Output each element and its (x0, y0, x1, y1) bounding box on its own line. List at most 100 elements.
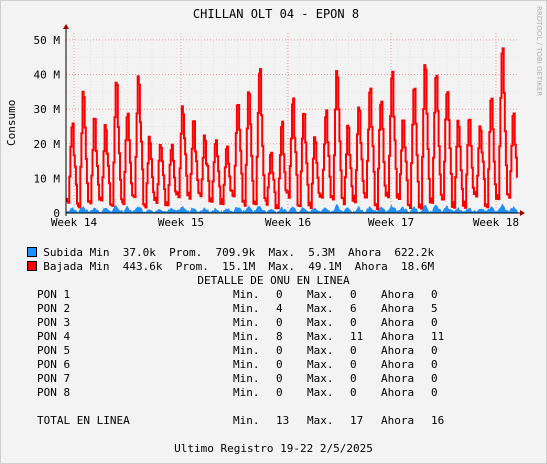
pon-row: PON 8 Min. 0 Max. 0 Ahora 0 (0, 386, 547, 400)
x-tick-label: Week 17 (368, 216, 414, 229)
bajada-ahora-label: Ahora (354, 260, 388, 273)
pon-row: PON 1 Min. 0 Max. 0 Ahora 0 (0, 288, 547, 302)
min-label: Min. (233, 288, 260, 301)
pon-name: PON 8 (37, 386, 71, 399)
min-label: Min. (233, 358, 260, 371)
bajada-label: Bajada (43, 260, 83, 273)
max-label: Max. (307, 372, 334, 385)
pon-name: PON 4 (37, 330, 71, 343)
max-value: 11 (350, 330, 364, 343)
ahora-label: Ahora (381, 316, 415, 329)
ahora-label: Ahora (381, 386, 415, 399)
bajada-max-label: Max. (268, 260, 296, 273)
pon-name: PON 1 (37, 288, 71, 301)
y-tick-label: 40 M (34, 69, 61, 82)
max-label: Max. (307, 288, 334, 301)
subida-ahora-value: 622.2k (394, 246, 435, 259)
ahora-label: Ahora (381, 288, 415, 301)
detail-title: DETALLE DE ONU EN LINEA (197, 274, 350, 287)
subida-area (66, 203, 518, 213)
min-value: 0 (276, 358, 283, 371)
max-value: 0 (350, 372, 357, 385)
x-tick-label: Week 14 (51, 216, 98, 229)
min-value: 4 (276, 302, 283, 315)
max-value: 17 (350, 414, 364, 427)
legend-subida: Subida Min 37.0k Prom. 709.9k Max. 5.3M … (14, 232, 434, 259)
ahora-value: 0 (431, 386, 438, 399)
subida-label: Subida (43, 246, 83, 259)
max-value: 0 (350, 316, 357, 329)
min-label: Min. (233, 386, 260, 399)
y-tick-label: 30 M (34, 103, 61, 116)
max-value: 0 (350, 386, 357, 399)
max-value: 0 (350, 288, 357, 301)
x-tick-label: Week 16 (265, 216, 311, 229)
max-label: Max. (307, 358, 334, 371)
y-axis-arrow (63, 24, 69, 29)
subida-max-value: 5.3M (308, 246, 335, 259)
subida-area-layer (66, 203, 518, 213)
subida-prom-label: Prom. (169, 246, 203, 259)
traffic-chart: CHILLAN OLT 04 - EPON 8 RRDTOOL / TOBI O… (5, 6, 543, 229)
subida-min-value: 37.0k (122, 246, 156, 259)
pon-row: PON 3 Min. 0 Max. 0 Ahora 0 (0, 316, 547, 330)
subida-prom-value: 709.9k (215, 246, 256, 259)
pon-name: PON 7 (37, 372, 71, 385)
bajada-prom-value: 15.1M (222, 260, 256, 273)
pon-row: PON 5 Min. 0 Max. 0 Ahora 0 (0, 344, 547, 358)
bajada-line-layer (66, 47, 518, 211)
bajada-line (66, 47, 518, 211)
min-value: 0 (276, 316, 283, 329)
ahora-label: Ahora (381, 344, 415, 357)
subida-swatch (27, 247, 38, 257)
x-tick-label: Week 18 (473, 216, 519, 229)
max-value: 6 (350, 302, 357, 315)
min-label: Min. (233, 330, 260, 343)
min-label: Min. (233, 414, 260, 427)
ahora-value: 16 (431, 414, 445, 427)
ahora-label: Ahora (381, 358, 415, 371)
max-label: Max. (307, 344, 334, 357)
y-tick-labels: 0 10 M 20 M 30 M 40 M 50 M (34, 34, 61, 220)
pon-row: PON 6 Min. 0 Max. 0 Ahora 0 (0, 358, 547, 372)
axes (63, 24, 525, 216)
min-value: 0 (276, 344, 283, 357)
pon-name: PON 5 (37, 344, 71, 357)
bajada-min-value: 443.6k (122, 260, 163, 273)
x-tick-labels: Week 14 Week 15 Week 16 Week 17 Week 18 (51, 216, 519, 229)
subida-ahora-label: Ahora (348, 246, 382, 259)
chart-title: CHILLAN OLT 04 - EPON 8 (193, 7, 359, 21)
max-value: 0 (350, 344, 357, 357)
ahora-value: 0 (431, 372, 438, 385)
min-value: 0 (276, 372, 283, 385)
max-label: Max. (307, 386, 334, 399)
subida-max-label: Max. (268, 246, 296, 259)
legend-bajada: Bajada Min 443.6k Prom. 15.1M Max. 49.1M… (14, 246, 434, 273)
ahora-label: Ahora (381, 372, 415, 385)
pon-name: TOTAL EN LINEA (37, 414, 130, 427)
pon-row: PON 4 Min. 8 Max. 11 Ahora 11 (0, 330, 547, 344)
min-value: 0 (276, 386, 283, 399)
pon-name: PON 6 (37, 358, 71, 371)
x-axis-arrow (520, 210, 525, 216)
pon-row: PON 7 Min. 0 Max. 0 Ahora 0 (0, 372, 547, 386)
y-tick-label: 50 M (34, 34, 61, 47)
ahora-value: 5 (431, 302, 438, 315)
min-value: 8 (276, 330, 283, 343)
y-tick-label: 10 M (34, 172, 61, 185)
min-label: Min. (233, 344, 260, 357)
pon-name: PON 3 (37, 316, 71, 329)
ahora-value: 0 (431, 288, 438, 301)
bajada-max-value: 49.1M (308, 260, 342, 273)
ahora-value: 0 (431, 344, 438, 357)
min-label: Min. (233, 372, 260, 385)
y-axis-label: Consumo (5, 100, 18, 146)
max-label: Max. (307, 316, 334, 329)
bajada-prom-label: Prom. (175, 260, 209, 273)
ahora-label: Ahora (381, 414, 415, 427)
pon-name: PON 2 (37, 302, 71, 315)
ahora-value: 0 (431, 316, 438, 329)
ahora-value: 0 (431, 358, 438, 371)
min-value: 13 (276, 414, 290, 427)
